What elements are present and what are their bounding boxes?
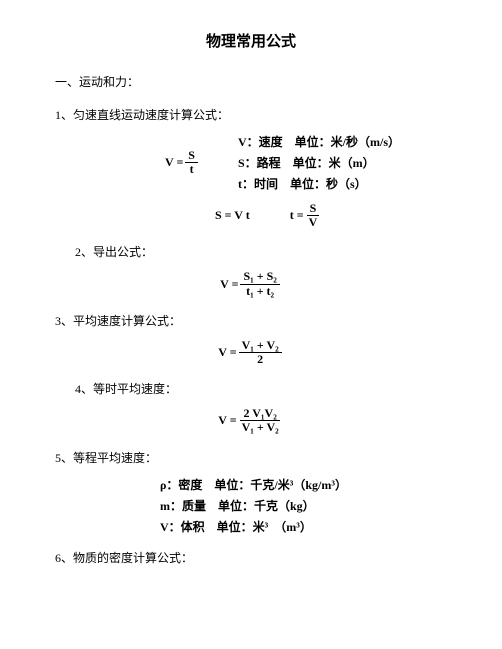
formula-block-4: V = 2 V₁V₂ V₁ + V₂	[55, 407, 447, 434]
def-v: V：速度 单位：米/秒（m/s）	[238, 133, 400, 150]
formula-block-2: V = S₁ + S₂ t₁ + t₂	[55, 270, 447, 297]
def-m: m：质量 单位：千克（kg）	[160, 497, 447, 514]
def-t: t：时间 单位：秒（s）	[238, 175, 400, 192]
frac-num: S	[307, 202, 320, 216]
fraction-harmonic: 2 V₁V₂ V₁ + V₂	[239, 407, 282, 434]
formula-equal-time-avg: V = 2 V₁V₂ V₁ + V₂	[218, 407, 283, 434]
t-eq-label: t =	[290, 208, 304, 223]
item-1-heading: 1、匀速直线运动速度计算公式：	[55, 106, 447, 123]
v-eq-label: V =	[218, 413, 236, 428]
formula-v-eq-st: V = S t	[165, 149, 200, 176]
document-page: 物理常用公式 一、运动和力： 1、匀速直线运动速度计算公式： V = S t V…	[0, 0, 502, 566]
frac-den: t	[187, 163, 197, 176]
fraction-s-t: S t	[185, 149, 198, 176]
frac-num: V₁ + V₂	[239, 339, 282, 353]
defs-column: V：速度 单位：米/秒（m/s） S：路程 单位：米（m） t：时间 单位：秒（…	[238, 133, 400, 192]
density-defs: ρ：密度 单位：千克/米³（kg/m³） m：质量 单位：千克（kg） V：体积…	[160, 476, 447, 535]
formula-block-1: V = S t V：速度 单位：米/秒（m/s） S：路程 单位：米（m） t：…	[55, 133, 447, 229]
frac-num: 2 V₁V₂	[240, 407, 279, 421]
frac-den: 2	[254, 353, 266, 366]
frac-den: V₁ + V₂	[239, 421, 282, 434]
frac-den: V	[306, 216, 321, 229]
section-heading: 一、运动和力：	[55, 73, 447, 90]
formula-avg-speed: V = V₁ + V₂ 2	[218, 339, 283, 366]
item-2-heading: 2、导出公式：	[75, 243, 447, 260]
def-rho: ρ：密度 单位：千克/米³（kg/m³）	[160, 476, 447, 493]
formula-derived: V = S₁ + S₂ t₁ + t₂	[220, 270, 282, 297]
formula-s-eq-vt: S = V t	[215, 208, 250, 223]
def-vol: V：体积 单位：米³ （m³）	[160, 518, 447, 535]
frac-den: t₁ + t₂	[243, 285, 277, 298]
page-title: 物理常用公式	[55, 30, 447, 51]
fraction-derived: S₁ + S₂ t₁ + t₂	[240, 270, 279, 297]
formula-block-3: V = V₁ + V₂ 2	[55, 339, 447, 366]
item-3-heading: 3、平均速度计算公式：	[55, 312, 447, 329]
v-eq-label: V =	[165, 155, 183, 170]
item-4-heading: 4、等时平均速度：	[75, 380, 447, 397]
v-eq-label: V =	[218, 345, 236, 360]
frac-num: S₁ + S₂	[240, 270, 279, 284]
fraction-s-v: S V	[306, 202, 321, 229]
fraction-avg: V₁ + V₂ 2	[239, 339, 282, 366]
def-s: S：路程 单位：米（m）	[238, 154, 400, 171]
frac-num: S	[185, 149, 198, 163]
item-6-heading: 6、物质的密度计算公式：	[55, 549, 447, 566]
v-eq-label: V =	[220, 277, 238, 292]
item-5-heading: 5、等程平均速度：	[55, 449, 447, 466]
formula-t-eq-sv: t = S V	[290, 202, 323, 229]
